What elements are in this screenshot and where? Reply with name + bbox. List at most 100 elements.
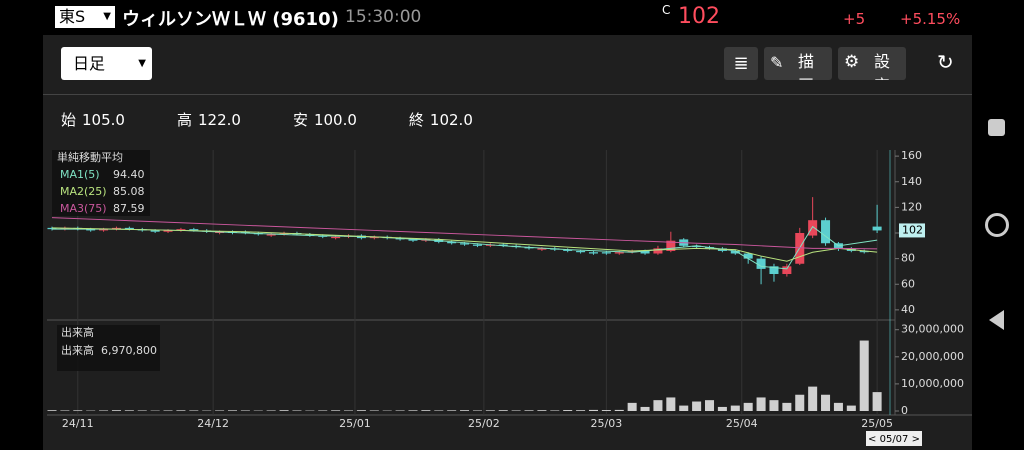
volume-bar [808,386,818,411]
volume-bar [292,410,302,411]
refresh-button[interactable]: ↻ [937,50,954,74]
candle-body [447,241,457,244]
volume-bar [485,410,495,411]
volume-bar [163,410,173,411]
legend-value: 94.40 [113,168,145,181]
time: 15:30:00 [345,7,422,27]
volume-bar [563,410,573,411]
legend-value: 85.08 [113,185,145,198]
legend-name: MA1(5) [60,168,100,181]
volume-bar [872,392,882,411]
settings-label: 設定 [874,52,891,80]
divider [43,94,972,95]
nav-back[interactable] [989,310,1004,330]
candle-body [189,229,199,231]
y-tick-label: 80 [901,252,915,265]
cursor-date: < 05/07 > [868,434,920,445]
nav-circle[interactable] [985,213,1009,237]
volume-bar [769,400,779,411]
volume-bar [344,410,354,411]
volume-bar [176,410,186,411]
volume-bar [60,410,70,411]
list-button[interactable]: ≣ [724,47,758,80]
candle-body [821,220,831,244]
candle-body [756,258,766,269]
legend-title: 単純移動平均 [57,150,123,164]
candle-body [808,220,818,236]
candle-body [614,252,624,254]
volume-bar [640,406,650,411]
volume-bar [704,400,715,411]
volume-bar [215,410,225,411]
ohlc-value: 122.0 [197,111,241,129]
x-tick-label: 24/12 [197,417,229,430]
candle-body [408,239,418,241]
x-tick-label: 24/11 [62,417,94,430]
volume-bar [756,397,766,411]
volume-bar [782,402,792,411]
ohlc-value: 100.0 [313,111,357,129]
volume-bar [124,410,134,411]
candle-body [666,240,676,251]
volume-bar [576,410,586,411]
volume-bar [821,394,831,411]
volume-bar [666,397,676,411]
y-tick-label: 40 [901,303,915,316]
volume-bar [266,410,276,411]
volume-bar [227,410,238,411]
volume-bar [846,405,856,411]
candle-body [86,229,96,231]
candle-body [460,243,470,245]
candle-body [769,266,779,274]
candle-body [240,231,250,233]
price-flag: C [662,3,671,17]
candle-body [576,250,586,253]
volume-bar [111,410,121,411]
draw-button[interactable]: ✎描画 [764,47,832,80]
volume-bar [472,410,482,411]
volume-bar [421,410,431,411]
volume-bar [137,410,147,411]
volume-bar [331,410,341,411]
volume-bar [717,406,727,411]
ma-line [51,227,878,262]
change-pct: +5.15% [900,10,961,28]
market-select[interactable]: 東S ▼ [55,6,115,28]
candle-body [305,234,315,236]
volume-bar [614,409,624,411]
ohlc-item: 高 122.0 [177,111,247,129]
settings-button[interactable]: ⚙設定 [838,47,906,80]
legend-name: MA2(25) [60,185,107,198]
volume-bar [601,410,611,411]
ma-line [51,217,878,250]
candle-body [588,252,598,254]
volume-bar [588,409,598,411]
volume-bar [498,410,508,411]
volume-bar [859,340,869,411]
period: 日足 [73,54,106,73]
period-select[interactable]: 日足 ▼ [61,47,152,80]
volume-bar [434,410,444,411]
candle-body [730,250,740,254]
volume-bar [447,410,457,411]
legend-value: 87.59 [113,202,145,215]
legend-name: MA3(75) [60,202,107,215]
nav-square[interactable] [988,119,1005,136]
y-tick-label: 0 [901,404,908,417]
candle-body [653,248,663,254]
main [43,35,972,450]
legend-box [57,325,160,371]
y-tick-label: 120 [901,200,922,213]
ohlc-item: 安 100.0 [293,111,363,129]
cursor-tag [866,431,922,446]
candle-body [872,226,882,231]
volume-bar [460,410,470,411]
volume-bar [833,402,843,411]
ohlc-label: 高 [176,111,192,129]
volume-bar [189,410,199,411]
candle-body [782,266,792,274]
draw-label: 描画 [798,52,815,80]
